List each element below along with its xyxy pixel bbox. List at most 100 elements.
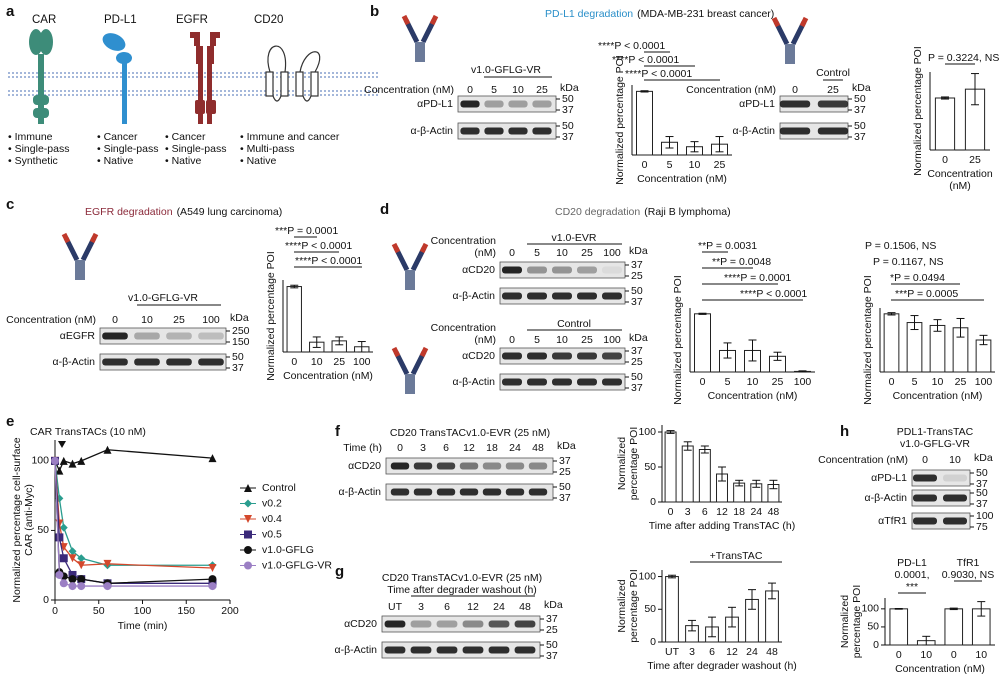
protein-note: • Cancer: [97, 131, 138, 143]
blot-band: [198, 332, 224, 340]
annotation: CAR TransTACs (10 nM): [30, 426, 146, 438]
blot-row-label: α-β-Actin: [411, 125, 454, 137]
size-marker: 25: [546, 624, 558, 636]
protein-note: • Multi-pass: [240, 143, 294, 155]
y-axis-label: Normalized percentage POI: [912, 46, 924, 176]
x-tick-label: 200: [221, 605, 239, 617]
blot-title: CD20 TransTACv1.0-EVR (25 nM): [382, 572, 542, 584]
blot-unit: kDa: [560, 82, 579, 94]
header-target: CD20 degradation: [555, 206, 640, 218]
blot-band: [913, 474, 937, 482]
protein-note: • Synthetic: [8, 155, 58, 167]
antibody-icon: [391, 242, 429, 290]
point: [68, 582, 77, 591]
x-tick-label: 25: [955, 376, 967, 388]
legend-marker: [244, 499, 252, 508]
size-marker: 25: [631, 356, 643, 368]
y-axis-label: Normalized: [616, 437, 628, 490]
size-marker: 37: [854, 104, 866, 116]
membrane: [8, 72, 378, 96]
size-marker: 37: [631, 296, 643, 308]
blot-axis-label: Concentration (nM): [364, 84, 454, 96]
blot-band: [460, 100, 480, 108]
size-marker: 75: [976, 521, 988, 533]
lane-label: 25: [173, 314, 185, 326]
antibody-tip: [391, 346, 429, 358]
x-tick-label: 5: [912, 376, 918, 388]
annotation: P = 0.3224, NS: [928, 52, 999, 64]
bar: [883, 313, 900, 373]
size-marker: 50: [562, 93, 574, 105]
size-marker: 100: [976, 510, 994, 522]
size-marker: 50: [976, 487, 988, 499]
lane-label: 10: [556, 334, 568, 346]
blot-strip: [499, 261, 626, 279]
blot-band: [508, 127, 528, 135]
lane-label: 12: [467, 601, 479, 613]
antibody-icon: [391, 346, 429, 394]
blot-row-label: αTfR1: [878, 515, 907, 527]
size-marker: 37: [976, 498, 988, 510]
x-tick-label: 12: [716, 506, 728, 518]
blot-band: [166, 358, 192, 366]
bar: [665, 576, 679, 643]
x-tick-label: 10: [920, 649, 932, 661]
antibody-arm: [773, 20, 807, 46]
lane-label: 0: [509, 334, 515, 346]
blot-band: [462, 620, 484, 628]
y-axis-label: Normalized: [839, 595, 851, 648]
bar: [889, 608, 909, 646]
blot-band: [502, 266, 522, 274]
error-bar: [312, 336, 321, 348]
size-marker: 37: [546, 650, 558, 662]
point: [59, 554, 68, 563]
blot-row-label: αCD20: [344, 618, 377, 630]
x-tick-label: 25: [969, 154, 981, 166]
protein-note: • Cancer: [165, 131, 206, 143]
legend-label: v0.5: [262, 528, 282, 540]
error-bar: [748, 339, 757, 362]
lane-label: 6: [444, 601, 450, 613]
blot-band: [913, 517, 937, 525]
annotation: ****P = 0.0001: [724, 272, 791, 284]
error-bar: [718, 466, 726, 482]
blot-axis-label: Concentration (nM): [818, 454, 908, 466]
panel-letter: d: [380, 201, 389, 218]
x-tick-label: UT: [665, 646, 680, 658]
blot-axis-label: (nM): [474, 247, 496, 259]
size-marker: 50: [854, 93, 866, 105]
antibody-arm: [403, 18, 437, 44]
point: [103, 559, 112, 568]
y-axis-label: Normalized percentage POI: [672, 275, 684, 405]
blot-band: [602, 292, 622, 300]
legend-label: v0.2: [262, 497, 282, 509]
x-tick-label: 0: [942, 154, 948, 166]
x-axis-label: Concentration: [927, 168, 993, 180]
blot-band: [779, 127, 811, 135]
x-tick-label: 5: [725, 376, 731, 388]
point: [59, 543, 68, 552]
blot-unit: kDa: [629, 245, 648, 257]
blot-band: [134, 332, 160, 340]
error-bar: [922, 635, 931, 646]
blot-band: [817, 127, 849, 135]
panel-header: PD-L1 degradation (MDA-MB-231 breast canc…: [545, 8, 774, 20]
blot-band: [102, 332, 128, 340]
lane-label: 25: [536, 84, 548, 96]
annotation: ****P < 0.0001: [295, 255, 362, 267]
blot-band: [102, 358, 128, 366]
blot-band: [436, 488, 456, 496]
blot-band: [577, 266, 597, 274]
blot-band: [527, 352, 547, 360]
legend-marker: [244, 561, 252, 570]
antibody-icon: [771, 16, 809, 64]
error-bar: [290, 284, 299, 289]
x-tick-label: 25: [714, 159, 726, 171]
size-marker: 37: [559, 455, 571, 467]
blot-strip: [381, 641, 541, 659]
lane-label: 0: [509, 247, 515, 259]
y-tick-label: 50: [644, 461, 656, 473]
error-bar: [665, 136, 674, 149]
y-axis-label: Normalized percentage POI: [862, 275, 874, 405]
y-tick-label: 0: [873, 639, 879, 651]
